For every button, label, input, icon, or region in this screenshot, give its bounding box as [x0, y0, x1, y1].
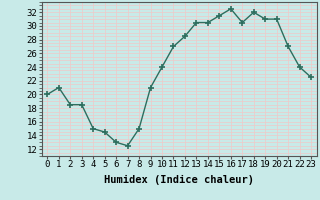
- X-axis label: Humidex (Indice chaleur): Humidex (Indice chaleur): [104, 175, 254, 185]
